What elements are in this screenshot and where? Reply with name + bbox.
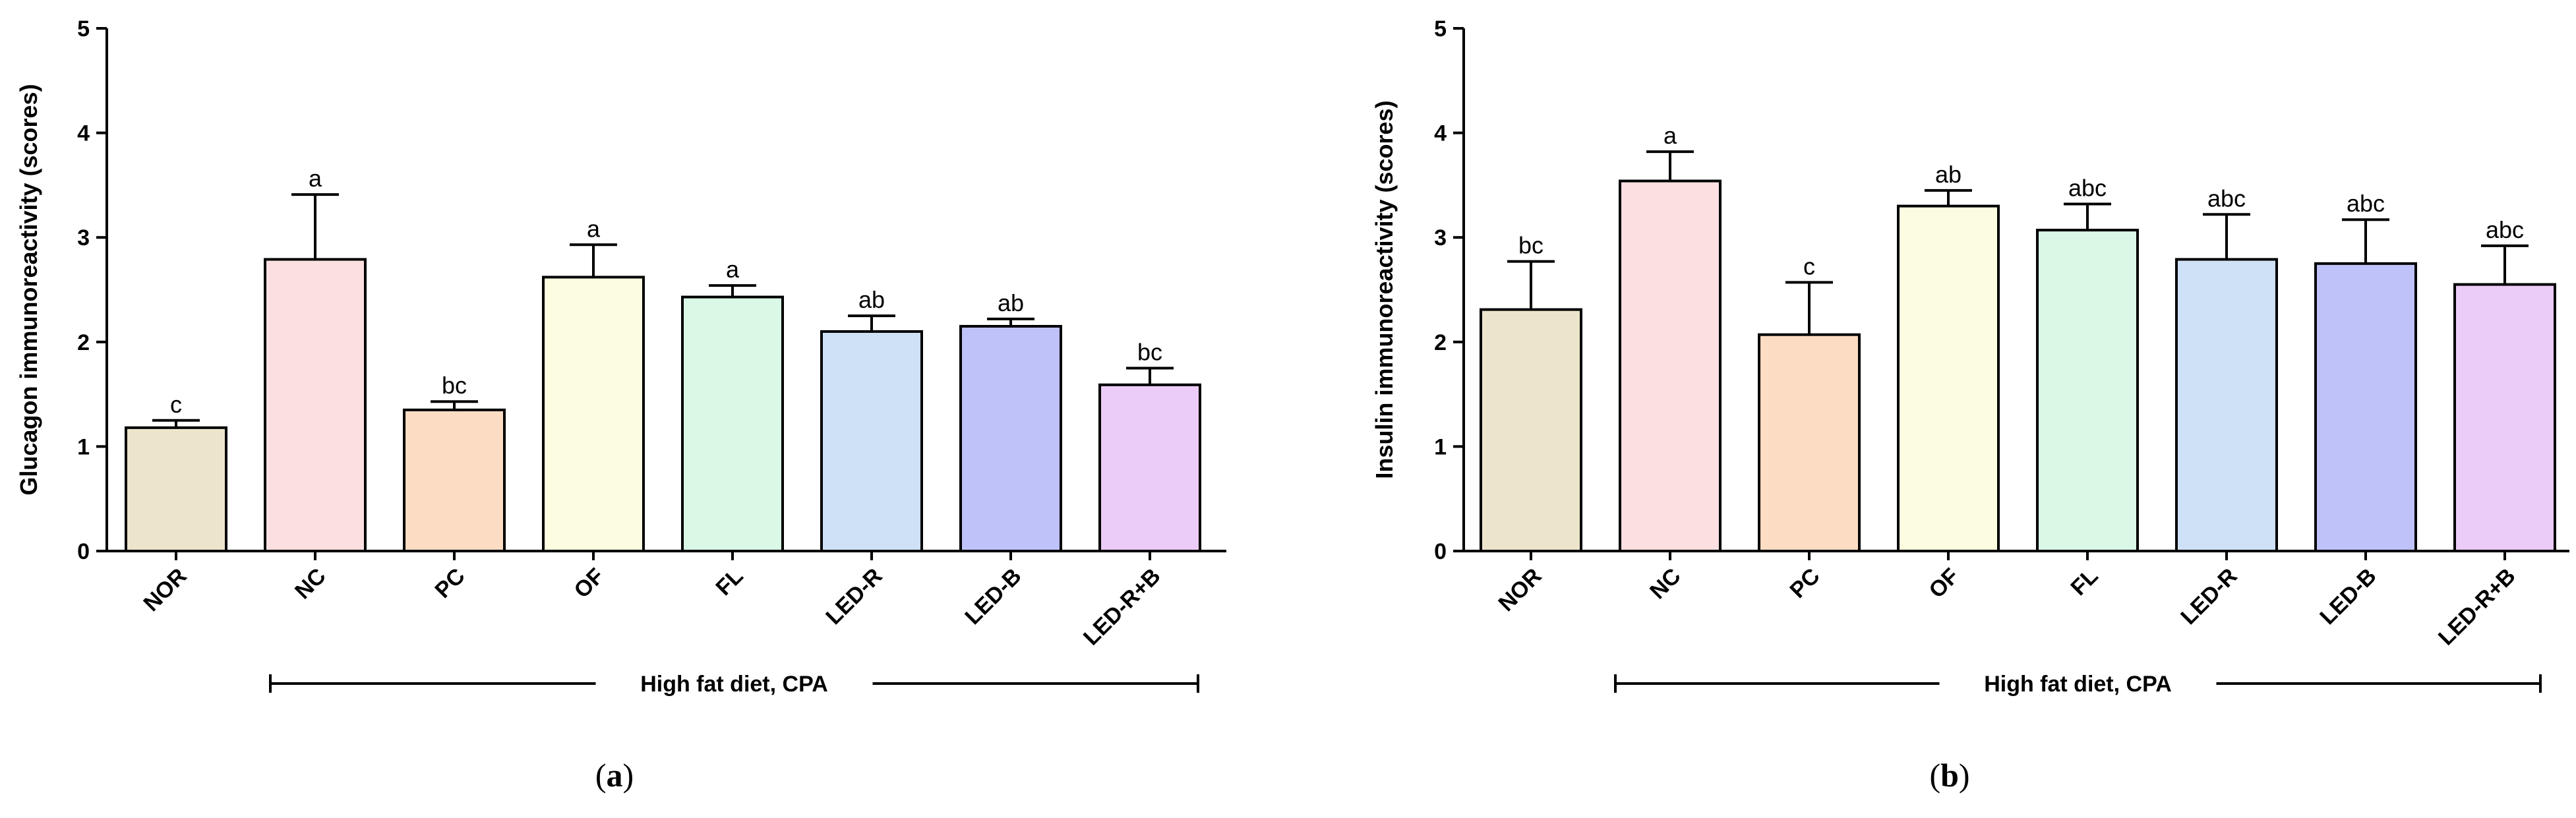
significance-label: a [587, 215, 601, 242]
significance-label: bc [1518, 232, 1543, 259]
bar-of [1897, 204, 2000, 552]
bar-nor [1480, 308, 1582, 552]
bar-pc [403, 408, 506, 553]
panel-label-letter: a [607, 757, 623, 794]
bar-led-b [2314, 262, 2417, 552]
bar-led-r-b [2453, 283, 2556, 552]
panel-label: (a) [595, 757, 634, 794]
bar-nc [264, 258, 367, 552]
bar-fl [681, 295, 784, 552]
bar-nor [125, 426, 227, 552]
x-tick-label: PC [1785, 564, 1824, 603]
y-axis-label: Glucagon immunoreactivity (scores) [15, 84, 42, 495]
x-tick-label: FL [2066, 564, 2103, 600]
chart-panel-a: 0 1 2 3 4 5 Glucagon immunoreactivity (scores)… [15, 16, 1226, 794]
panel-label: (b) [1929, 757, 1969, 794]
group-bracket-label: High fat diet, CPA [1984, 672, 2172, 697]
significance-label: a [1663, 122, 1677, 149]
x-tick-label: NC [1645, 564, 1686, 604]
y-tick-label: 5 [77, 16, 90, 42]
group-bracket-label-bg [595, 668, 873, 699]
significance-label: abc [2347, 190, 2385, 217]
significance-label: bc [442, 372, 467, 399]
y-tick-label: 3 [77, 225, 90, 250]
bar-of [542, 276, 645, 552]
bar-led-b [959, 325, 1062, 552]
panel-label-open: ( [595, 757, 607, 794]
bar-led-r [2175, 258, 2278, 552]
bar-fl [2036, 229, 2139, 552]
y-tick-label: 5 [1434, 16, 1447, 42]
y-tick-label: 1 [77, 434, 90, 459]
x-tick-label: NOR [1493, 564, 1546, 616]
significance-label: c [170, 391, 182, 418]
panel-label-open: ( [1929, 757, 1940, 794]
y-tick-label: 4 [1434, 121, 1447, 146]
y-tick-label: 2 [1434, 330, 1447, 355]
x-tick-label: OF [569, 564, 609, 603]
y-tick-label: 4 [77, 121, 90, 146]
x-tick-label: LED-B [960, 564, 1026, 629]
x-tick-label: OF [1924, 564, 1963, 603]
significance-label: abc [2068, 174, 2107, 201]
x-tick-label: FL [711, 564, 748, 600]
y-tick-label: 0 [77, 539, 90, 564]
group-bracket-label-bg [1939, 668, 2217, 699]
group-bracket-label: High fat diet, CPA [640, 672, 828, 697]
significance-label: c [1803, 252, 1815, 279]
significance-label: ab [858, 286, 885, 313]
y-axis-label: Insulin immunoreactivity (scores) [1371, 100, 1398, 479]
y-tick-label: 0 [1434, 539, 1447, 564]
significance-label: abc [2486, 216, 2524, 243]
significance-label: a [726, 256, 740, 283]
x-tick-label: LED-B [2315, 564, 2381, 629]
bar-led-r [820, 330, 923, 552]
significance-label: ab [1935, 161, 1962, 188]
significance-label: a [309, 165, 322, 192]
panel-label-close: ) [623, 757, 634, 794]
bar-pc [1758, 333, 1861, 552]
x-tick-label: NOR [138, 564, 191, 616]
y-tick-label: 1 [1434, 434, 1447, 459]
x-tick-label: PC [430, 564, 469, 603]
x-tick-label: LED-R+B [2434, 564, 2521, 651]
y-tick-label: 2 [77, 330, 90, 355]
panel-label-letter: b [1940, 757, 1959, 794]
significance-label: bc [1137, 338, 1162, 365]
x-tick-label: LED-R+B [1079, 564, 1166, 651]
x-tick-label: LED-R [2176, 564, 2242, 629]
x-tick-label: LED-R [821, 564, 887, 629]
x-tick-label: NC [290, 564, 331, 604]
bar-led-r-b [1098, 383, 1201, 552]
bar-nc [1619, 179, 1722, 552]
significance-label: abc [2207, 185, 2246, 212]
chart-panel-b: 0 1 2 3 4 5 Insulin immunoreactivity (scores) b… [1371, 16, 2569, 794]
y-tick-label: 3 [1434, 225, 1447, 250]
significance-label: ab [998, 289, 1024, 316]
panel-label-close: ) [1959, 757, 1970, 794]
